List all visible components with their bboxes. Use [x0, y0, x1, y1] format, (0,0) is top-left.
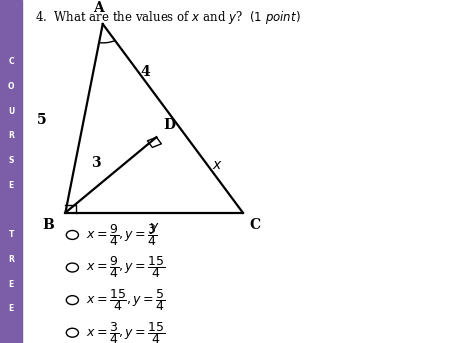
- Text: D: D: [163, 118, 176, 132]
- Text: B: B: [42, 218, 54, 232]
- Text: T: T: [8, 230, 14, 239]
- Text: R: R: [8, 255, 14, 264]
- Text: S: S: [8, 156, 14, 165]
- Text: $x$: $x$: [212, 158, 223, 172]
- Text: $x = \dfrac{9}{4}$$,y = \dfrac{3}{4}$: $x = \dfrac{9}{4}$$,y = \dfrac{3}{4}$: [86, 222, 158, 248]
- Text: $y$: $y$: [149, 221, 159, 236]
- Text: 3: 3: [91, 156, 100, 170]
- Text: E: E: [8, 304, 14, 313]
- Text: $x = \dfrac{9}{4}$$,y = \dfrac{15}{4}$: $x = \dfrac{9}{4}$$,y = \dfrac{15}{4}$: [86, 255, 166, 281]
- Text: A: A: [92, 1, 104, 15]
- Text: 4.  What are the values of $x$ and $y$?  $\mathit{(1\ point)}$: 4. What are the values of $x$ and $y$? $…: [35, 9, 301, 26]
- Text: C: C: [8, 57, 14, 66]
- Text: 4: 4: [140, 65, 149, 79]
- Text: C: C: [250, 218, 261, 232]
- Text: U: U: [8, 107, 14, 116]
- Text: E: E: [8, 181, 14, 190]
- Text: O: O: [8, 82, 14, 91]
- Text: $x = \dfrac{15}{4}$$,y = \dfrac{5}{4}$: $x = \dfrac{15}{4}$$,y = \dfrac{5}{4}$: [86, 287, 166, 313]
- Text: E: E: [8, 280, 14, 288]
- Text: 5: 5: [37, 113, 47, 127]
- Text: $x = \dfrac{3}{4}$$,y = \dfrac{15}{4}$: $x = \dfrac{3}{4}$$,y = \dfrac{15}{4}$: [86, 320, 166, 343]
- Bar: [0, 0, 22, 343]
- Text: R: R: [8, 131, 14, 140]
